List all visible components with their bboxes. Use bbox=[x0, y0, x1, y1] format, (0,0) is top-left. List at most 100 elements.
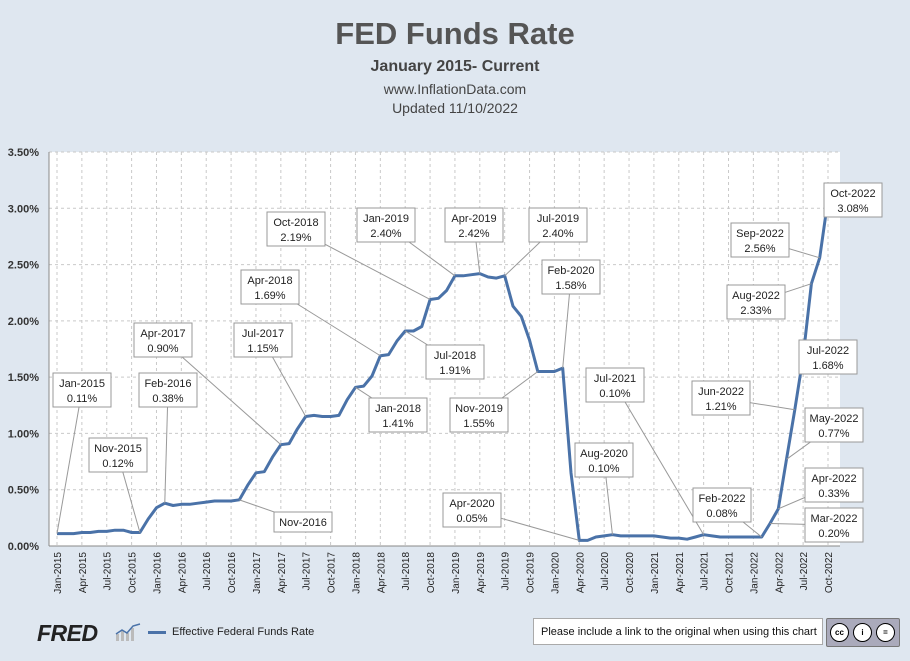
x-tick-label: Jul-2015 bbox=[103, 552, 114, 591]
annotation-leader bbox=[56, 389, 83, 534]
x-tick-label: Jan-2019 bbox=[451, 552, 462, 594]
annotation-leader bbox=[164, 389, 169, 504]
annotation-month: Sep-2022 bbox=[736, 228, 784, 240]
annotation-box bbox=[133, 322, 193, 358]
annotation-month: Apr-2017 bbox=[140, 328, 185, 340]
series-line bbox=[57, 199, 830, 542]
annotation-box bbox=[138, 372, 198, 408]
y-tick-label: 1.00% bbox=[8, 428, 39, 440]
annotation-box bbox=[88, 437, 148, 473]
annotation-box bbox=[356, 207, 416, 243]
annotation-month: Apr-2022 bbox=[811, 473, 856, 485]
x-tick-label: Jan-2015 bbox=[53, 552, 64, 594]
y-tick-label: 2.00% bbox=[8, 316, 39, 328]
x-tick-label: Oct-2015 bbox=[128, 552, 139, 594]
y-tick-label: 0.00% bbox=[8, 541, 39, 553]
annotation-box bbox=[240, 269, 300, 305]
annotation-box bbox=[804, 507, 864, 543]
annotation-box bbox=[804, 467, 864, 503]
fred-logo: FRED bbox=[37, 620, 98, 646]
annotation-value: 3.08% bbox=[837, 203, 868, 215]
cc-icon: cc bbox=[830, 623, 849, 642]
x-tick-label: Apr-2017 bbox=[277, 552, 288, 594]
x-tick-label: Apr-2018 bbox=[376, 552, 387, 594]
link-notice: Please include a link to the original wh… bbox=[533, 618, 823, 645]
x-tick-label: Jul-2022 bbox=[799, 552, 810, 591]
x-tick-label: Jan-2017 bbox=[252, 552, 263, 594]
annotation-value: 0.33% bbox=[818, 488, 849, 500]
creative-commons-badge[interactable]: cc i = bbox=[826, 618, 900, 647]
annotation-month: Jun-2022 bbox=[698, 386, 744, 398]
annotation-month: Jan-2019 bbox=[363, 213, 409, 225]
annotation-value: 0.12% bbox=[102, 458, 133, 470]
annotation-month: Feb-2016 bbox=[144, 378, 191, 390]
annotation-month: Nov-2015 bbox=[94, 443, 142, 455]
annotation-box bbox=[442, 492, 502, 528]
x-tick-label: Apr-2019 bbox=[476, 552, 487, 594]
x-tick-label: Jul-2017 bbox=[302, 552, 313, 591]
annotation-value: 0.08% bbox=[706, 508, 737, 520]
x-tick-label: Oct-2018 bbox=[426, 552, 437, 594]
chart-subtitle: January 2015- Current bbox=[370, 58, 540, 75]
annotation-value: 0.10% bbox=[599, 388, 630, 400]
annotation-month: Nov-2019 bbox=[455, 403, 503, 415]
annotation-box bbox=[368, 397, 428, 433]
annotation-month: Apr-2020 bbox=[449, 498, 494, 510]
annotation-month: Jan-2018 bbox=[375, 403, 421, 415]
annotation-box bbox=[273, 511, 333, 533]
y-tick-label: 0.50% bbox=[8, 485, 39, 497]
annotation-box bbox=[233, 322, 293, 358]
annotation-box bbox=[449, 397, 509, 433]
annotation-value: 1.41% bbox=[382, 418, 413, 430]
x-tick-label: Apr-2016 bbox=[177, 552, 188, 594]
annotation-month: Feb-2022 bbox=[698, 493, 745, 505]
cc-by-icon: i bbox=[853, 623, 872, 642]
source-website: www.InflationData.com bbox=[383, 81, 527, 97]
annotation-box bbox=[541, 259, 601, 295]
annotation-month: Oct-2018 bbox=[273, 217, 318, 229]
legend-label: Effective Federal Funds Rate bbox=[172, 626, 315, 638]
annotation-box bbox=[52, 372, 112, 408]
annotation-value: 0.90% bbox=[147, 343, 178, 355]
annotation-value: 1.58% bbox=[555, 280, 586, 292]
annotation-value: 1.55% bbox=[463, 418, 494, 430]
annotation-value: 2.19% bbox=[280, 232, 311, 244]
annotation-value: 2.40% bbox=[542, 228, 573, 240]
annotation-month: Apr-2018 bbox=[247, 275, 292, 287]
annotation-box bbox=[425, 344, 485, 380]
annotation-month: Jul-2019 bbox=[537, 213, 579, 225]
x-tick-label: Oct-2016 bbox=[227, 552, 238, 594]
x-tick-label: Apr-2015 bbox=[78, 552, 89, 594]
annotation-value: 2.56% bbox=[744, 243, 775, 255]
annotation-value: 1.68% bbox=[812, 360, 843, 372]
annotation-month: May-2022 bbox=[810, 413, 859, 425]
annotation-box bbox=[730, 222, 790, 258]
legend-line-swatch bbox=[148, 630, 166, 634]
annotation-month: Jan-2015 bbox=[59, 378, 105, 390]
annotation-value: 2.33% bbox=[740, 305, 771, 317]
annotation-value: 1.91% bbox=[439, 365, 470, 377]
legend: Effective Federal Funds Rate bbox=[148, 626, 314, 638]
chart-title: FED Funds Rate bbox=[335, 16, 575, 51]
annotation-value: 0.20% bbox=[818, 528, 849, 540]
x-tick-label: Jan-2021 bbox=[650, 552, 661, 594]
annotation-month: Jul-2021 bbox=[594, 373, 636, 385]
annotation-value: 0.10% bbox=[588, 463, 619, 475]
annotation-value: 0.05% bbox=[456, 513, 487, 525]
annotation-value: 1.21% bbox=[705, 401, 736, 413]
annotation-month: Feb-2020 bbox=[547, 265, 594, 277]
annotation-value: 1.69% bbox=[254, 290, 285, 302]
annotation-box bbox=[823, 182, 883, 218]
y-tick-label: 3.00% bbox=[8, 203, 39, 215]
x-tick-label: Jan-2016 bbox=[152, 552, 163, 594]
y-tick-label: 3.50% bbox=[8, 147, 39, 159]
annotation-value: 0.38% bbox=[152, 393, 183, 405]
annotation-value: 2.42% bbox=[458, 228, 489, 240]
annotation-box bbox=[691, 380, 751, 416]
x-tick-label: Jul-2018 bbox=[401, 552, 412, 591]
x-tick-label: Jul-2021 bbox=[700, 552, 711, 591]
x-tick-label: Oct-2022 bbox=[824, 552, 835, 594]
annotation-box bbox=[726, 284, 786, 320]
annotation-box bbox=[804, 407, 864, 443]
